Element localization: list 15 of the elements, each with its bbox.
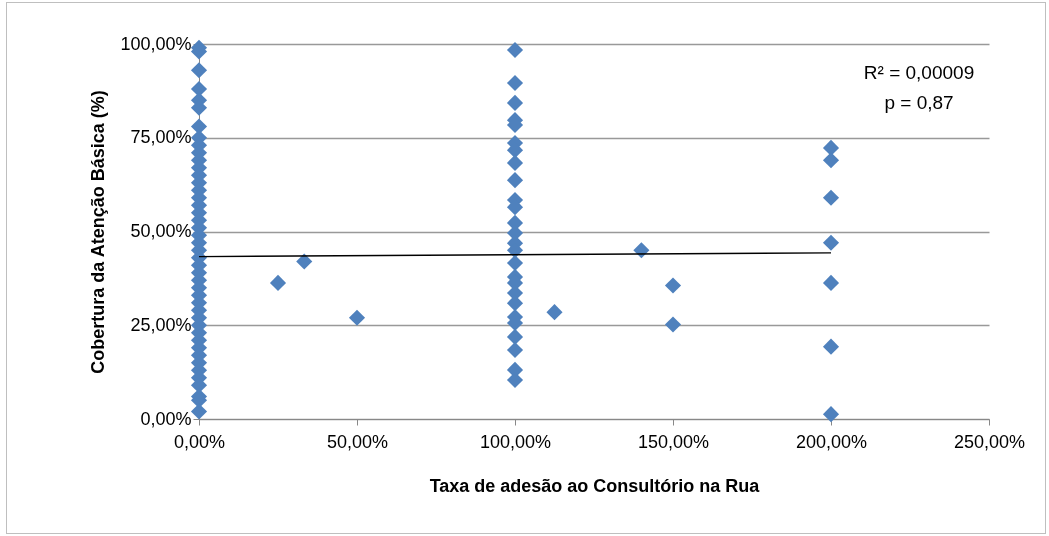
y-tick-label: 25,00%	[130, 314, 192, 335]
x-tick-label: 100,00%	[479, 431, 552, 452]
y-tick-label: 75,00%	[130, 127, 192, 148]
y-axis-title: Cobertura da Atenção Básica (%)	[88, 90, 109, 374]
y-tick-label: 50,00%	[130, 221, 192, 241]
x-tick-label: 0,00%	[173, 431, 226, 452]
annotation: R² = 0,00009	[863, 62, 975, 83]
x-axis-title: Taxa de adesão ao Consultório na Rua	[429, 475, 761, 496]
x-tick-label: 250,00%	[953, 431, 1026, 452]
x-tick-label: 50,00%	[326, 431, 389, 452]
y-tick-label: 100,00%	[120, 33, 192, 54]
x-tick-label: 150,00%	[637, 431, 710, 452]
annotation: p = 0,87	[884, 92, 954, 113]
y-tick-label: 0,00%	[140, 408, 192, 429]
x-tick-label: 200,00%	[795, 431, 868, 452]
